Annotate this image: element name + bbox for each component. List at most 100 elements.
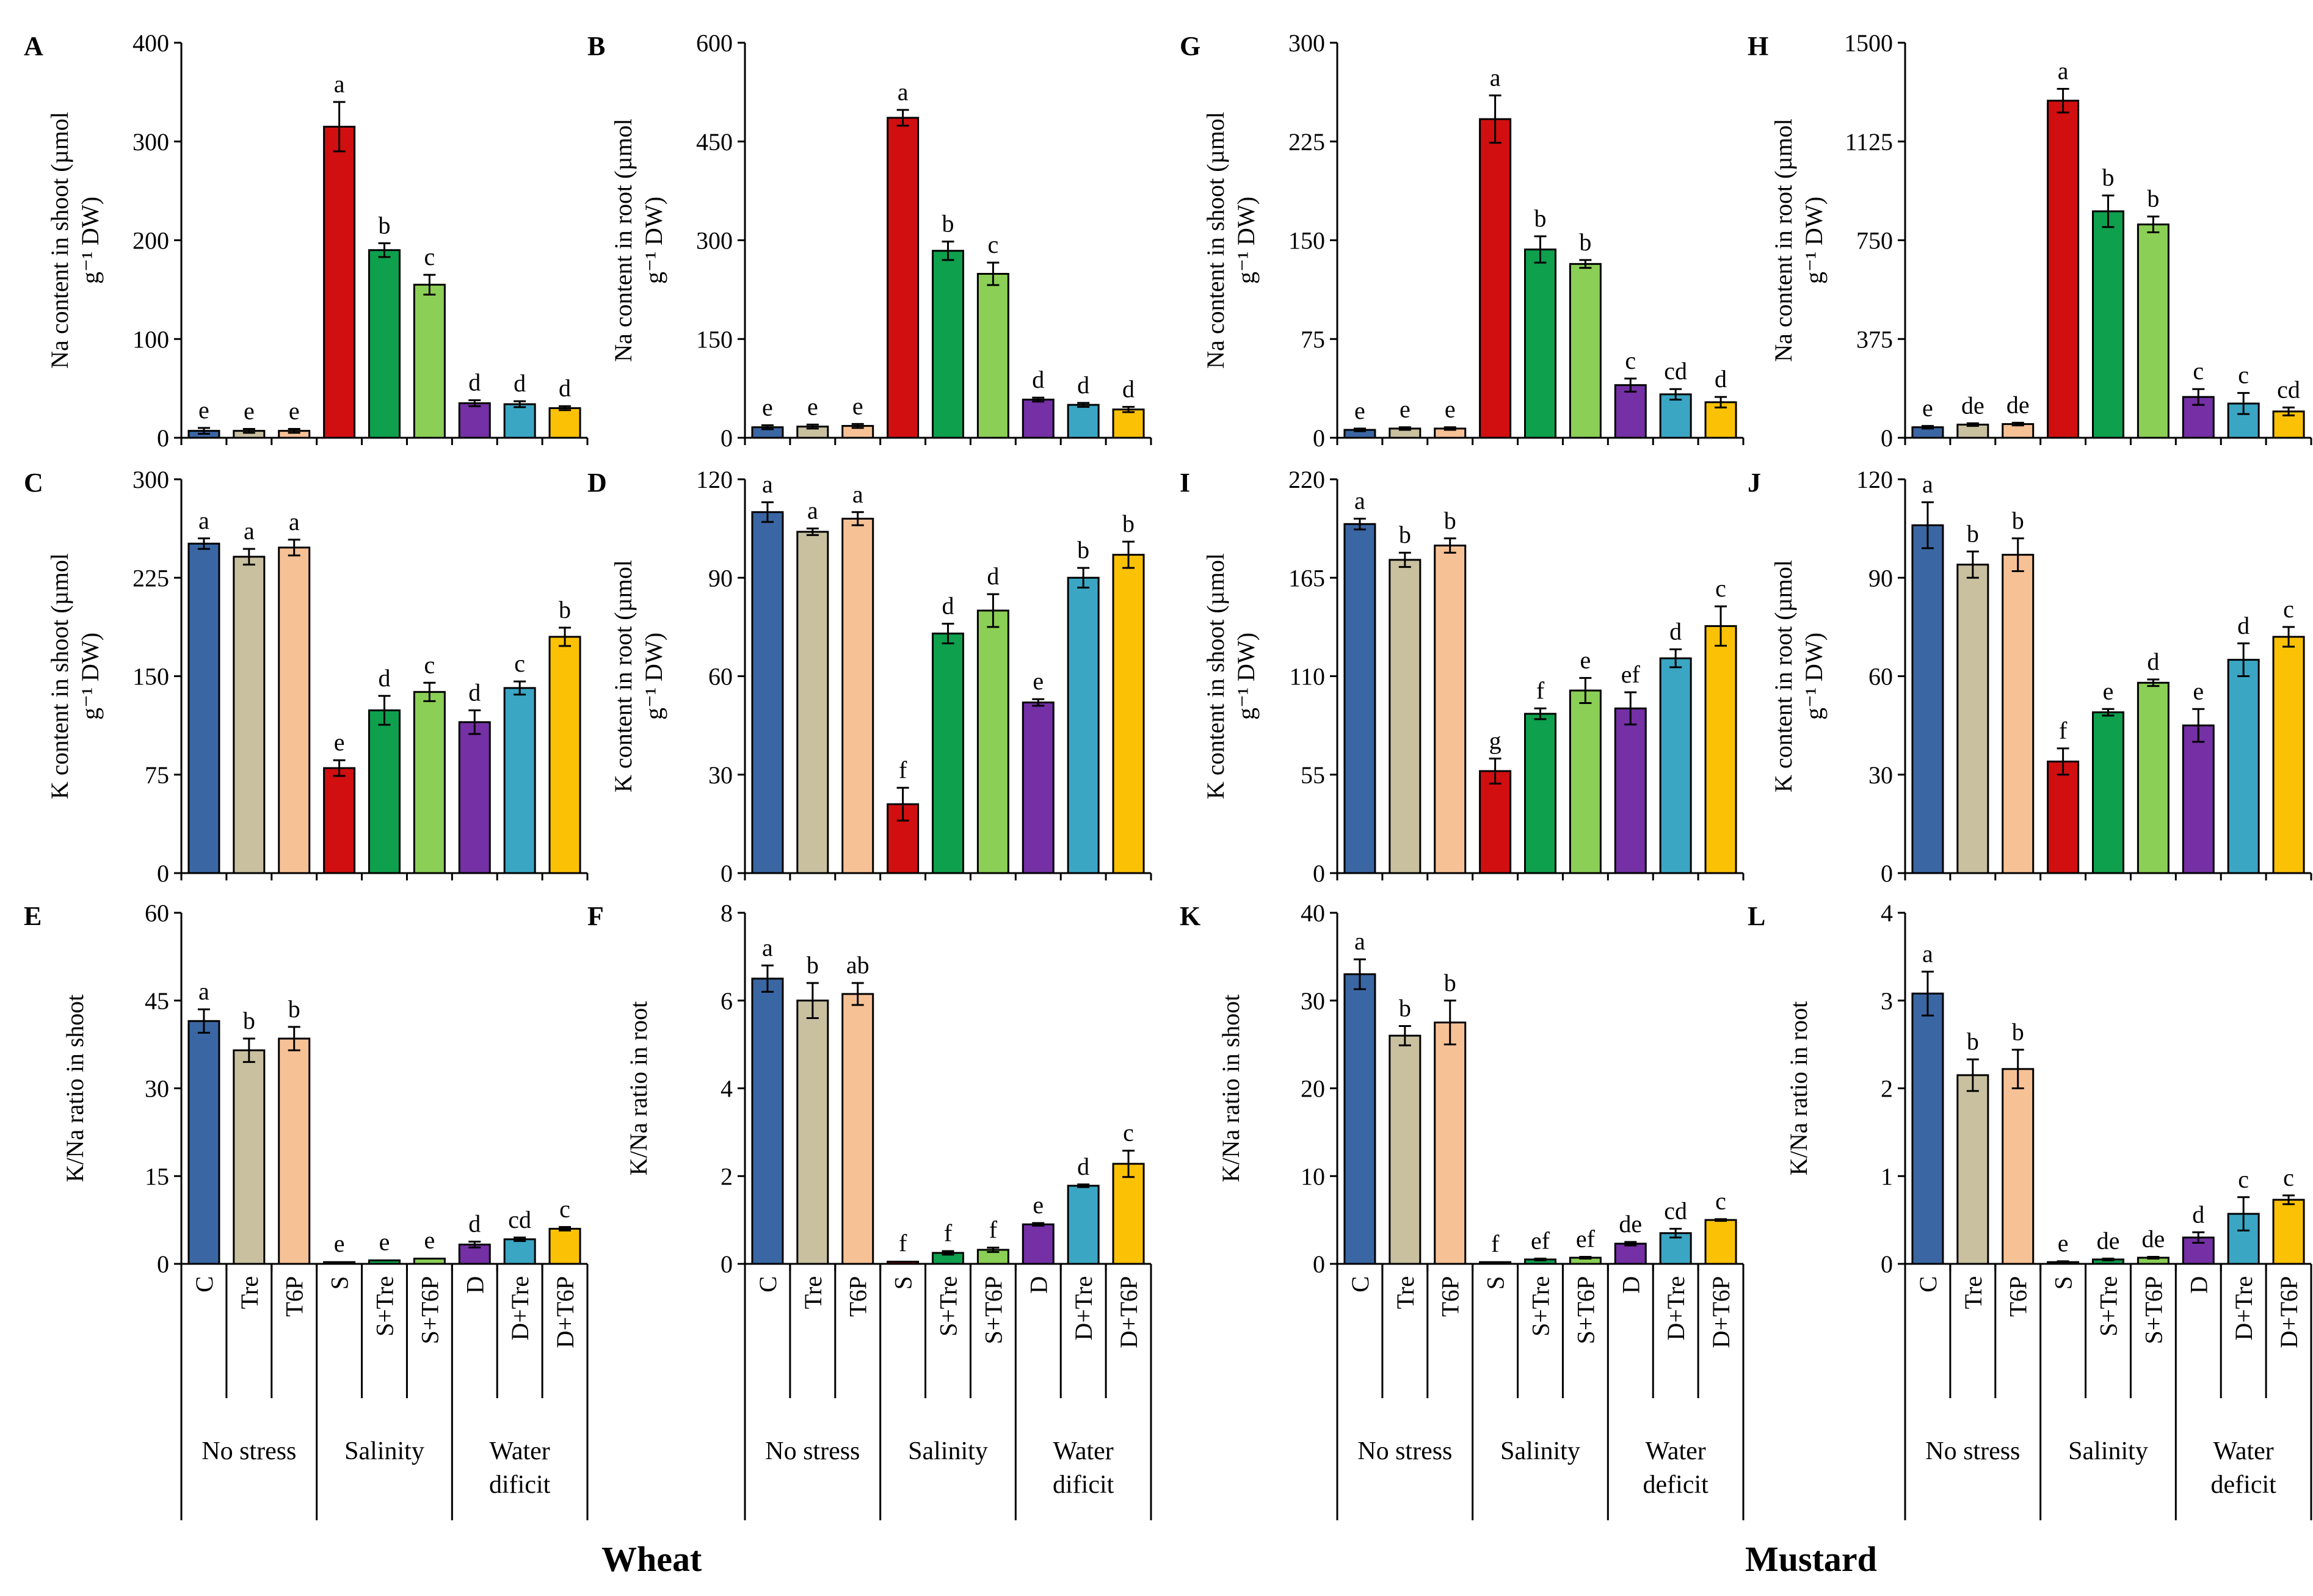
bar-T6P [2002, 1068, 2035, 1265]
significance-letter: d [1077, 1153, 1089, 1180]
significance-letter: e [852, 392, 863, 419]
y-tick-label: 220 [1288, 466, 1325, 493]
significance-letter: b [2147, 185, 2159, 212]
y-axis-label-E: K/Na ratio in shoot [61, 995, 89, 1183]
y-tick-label: 1500 [1844, 29, 1893, 57]
significance-letter: d [1122, 375, 1135, 402]
y-tick-label: 90 [1868, 564, 1893, 592]
bar-S [1479, 1261, 1512, 1265]
y-tick-label: 0 [1313, 860, 1325, 887]
y-tick-label: 120 [1856, 466, 1893, 493]
bar-D+Tre [503, 403, 536, 439]
significance-letter: d [468, 1210, 481, 1238]
significance-letter: e [1033, 667, 1044, 695]
y-tick-label: 0 [1881, 1250, 1893, 1278]
bar-C [751, 978, 784, 1265]
significance-letter: e [2103, 677, 2114, 705]
y-tick-label: 4 [721, 1075, 733, 1103]
y-axis-label-line: K/Na ratio in shoot [61, 995, 89, 1183]
y-tick-label: 200 [133, 227, 169, 255]
category-label-C: C [191, 1276, 218, 1293]
category-label-Tre: Tre [799, 1276, 827, 1309]
y-tick-label: 6 [721, 987, 733, 1015]
y-tick-label: 30 [1868, 761, 1893, 789]
y-axis-label-I: K content in shoot (µmol g⁻¹ DW) [1202, 553, 1260, 799]
bar-D+Tre [2227, 659, 2260, 874]
group-label: No stress [202, 1437, 296, 1465]
y-tick-label: 400 [133, 29, 169, 57]
bar-D+T6P [2272, 636, 2305, 874]
bar-Tre [1956, 1074, 1989, 1265]
significance-letter: d [559, 374, 571, 402]
significance-letter: e [1033, 1191, 1044, 1219]
y-axis-label-C: K content in shoot (µmol g⁻¹ DW) [46, 553, 104, 799]
y-tick-label: 3 [1881, 987, 1893, 1015]
bar-S [887, 117, 920, 439]
y-axis-label-line: K/Na ratio in root [625, 1001, 652, 1176]
y-axis-label-line: K/Na ratio in shoot [1217, 995, 1244, 1183]
bar-D+T6P [548, 1228, 581, 1265]
bar-S+T6P [976, 272, 1009, 439]
significance-letter: d [468, 369, 481, 396]
bar-D+T6P [1704, 1219, 1737, 1265]
bar-S [323, 1261, 356, 1265]
category-label-S+T6P: S+T6P [1572, 1276, 1599, 1344]
group-label: deficit [1643, 1471, 1709, 1499]
significance-letter: cd [1664, 1197, 1687, 1225]
category-label-D+Tre: D+Tre [1070, 1276, 1097, 1341]
significance-letter: d [379, 664, 391, 692]
panel-label-B: B [587, 31, 605, 61]
y-tick-label: 165 [1288, 564, 1325, 592]
y-tick-label: 1125 [1845, 128, 1893, 156]
y-tick-label: 0 [721, 860, 733, 887]
bar-S+T6P [976, 609, 1009, 874]
bar-S+Tre [932, 633, 964, 874]
significance-letter: e [1445, 396, 1456, 423]
significance-letter: e [1354, 397, 1365, 424]
bar-C [1343, 973, 1376, 1265]
bar-D [2182, 1236, 2215, 1265]
category-label-D: D [461, 1276, 488, 1294]
bar-D [1614, 1242, 1647, 1265]
significance-letter: c [2283, 1164, 2294, 1191]
bar-D [1022, 1223, 1055, 1265]
significance-letter: b [2012, 1018, 2024, 1045]
significance-letter: b [1444, 969, 1456, 996]
y-axis-label-line: g⁻¹ DW) [640, 197, 667, 284]
significance-letter: a [1354, 927, 1365, 955]
y-tick-label: 8 [721, 899, 733, 927]
significance-letter: f [2059, 717, 2068, 744]
y-axis-label-line: g⁻¹ DW) [640, 633, 667, 720]
significance-letter: de [2097, 1227, 2120, 1254]
significance-letter: d [942, 592, 954, 620]
group-label: Salinity [2068, 1437, 2148, 1465]
significance-letter: e [1400, 396, 1411, 423]
significance-letter: f [1536, 676, 1545, 704]
y-axis-label-line: K content in root (µmol [1770, 560, 1797, 793]
y-axis-label-line: g⁻¹ DW) [76, 633, 104, 720]
panel-label-I: I [1180, 468, 1190, 498]
significance-letter: e [807, 393, 818, 420]
y-tick-label: 750 [1856, 227, 1893, 255]
significance-letter: b [1122, 510, 1135, 537]
y-tick-label: 60 [708, 663, 733, 691]
category-label-Tre: Tre [236, 1276, 263, 1309]
bar-D+T6P [1112, 554, 1145, 874]
bar-D [1614, 384, 1647, 439]
bar-D [1022, 702, 1055, 874]
bar-C [1343, 523, 1376, 874]
significance-letter: b [243, 1007, 255, 1034]
significance-letter: b [379, 211, 391, 239]
category-label-S+Tre: S+Tre [935, 1276, 962, 1337]
y-axis-label-L: K/Na ratio in root [1785, 1001, 1812, 1176]
bar-S [2047, 100, 2080, 439]
bar-T6P [1434, 1021, 1467, 1265]
significance-letter: a [1922, 940, 1933, 967]
bar-D+T6P [548, 407, 581, 439]
significance-letter: d [987, 562, 999, 590]
y-axis-label-B: Na content in root (µmol g⁻¹ DW) [609, 118, 667, 362]
significance-letter: c [988, 231, 999, 258]
group-label: dificit [1053, 1471, 1114, 1499]
y-axis-label-line: g⁻¹ DW) [1232, 197, 1260, 284]
significance-letter: de [2006, 391, 2030, 418]
